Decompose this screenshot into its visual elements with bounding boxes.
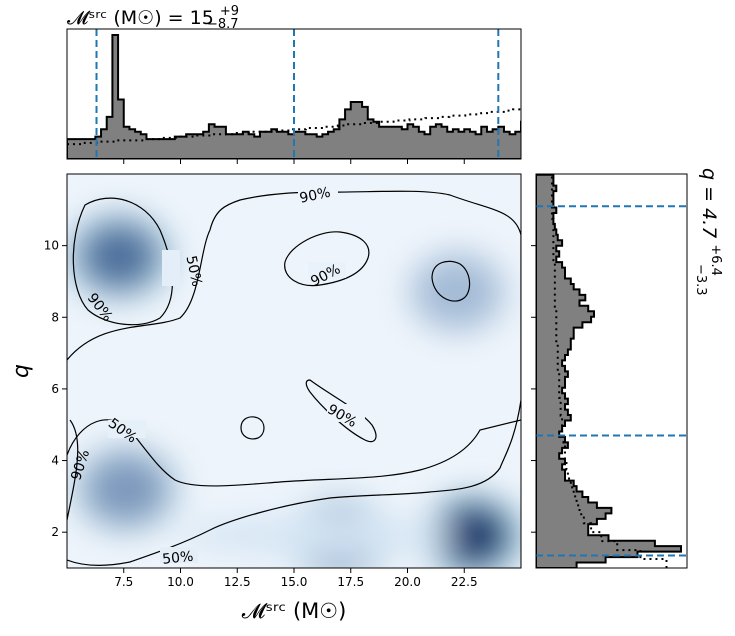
joint-panel-ticks: 7.5 10.0 12.5 15.0 17.5 20.0 22.5 2 4 6 8 10 [44,239,478,589]
density-peak [435,502,511,568]
density-peak [77,220,161,292]
y-tick-label: 2 [51,525,59,539]
y-axis-label: q [9,364,34,378]
chirp-mass-prior-steps [67,108,521,146]
x-tick-label: 15.0 [281,575,308,589]
contour-50-small-circle [240,416,265,440]
density-band [176,515,457,556]
x-tick-label: 20.0 [394,575,421,589]
contour-50-right-small [431,260,471,302]
chirp-mass-summary-label: 𝓜ˢʳᶜ (M☉) = 15 [67,7,214,29]
mass-ratio-lower-error: −3.3 [693,264,708,296]
y-tick-label: 8 [51,310,59,324]
y-tick-label: 4 [51,454,59,468]
mass-ratio-summary-label: q = 4.7 [698,168,720,238]
contour-label-50-bottom: 50% [161,549,194,568]
x-tick-label: 17.5 [337,575,364,589]
density-heatmap [67,210,521,568]
x-tick-label: 7.5 [114,575,133,589]
density-peak [411,253,504,331]
chirp-mass-lower-error: −8.7 [207,17,239,32]
contour-90-center [284,231,370,287]
contour-label-90-top: 90% [298,185,332,207]
chirp-mass-histogram-panel: 𝓜ˢʳᶜ (M☉) = 15 +9 −8.7 [66,4,522,164]
mass-ratio-posterior-histogram [536,174,682,568]
chirp-mass-posterior-steps [67,34,521,159]
y-tick-label: 10 [44,239,59,253]
mass-ratio-summary-title: q = 4.7 +6.4 [698,168,723,276]
chirp-mass-upper-error: +9 [220,4,239,19]
chirp-mass-panel-ticks [123,159,465,164]
mass-ratio-quantile-lines [536,205,687,557]
mass-ratio-posterior-steps [536,174,682,568]
contour-90-outer [67,190,521,566]
contour-90-lower-left [67,419,79,521]
x-tick-label: 10.0 [167,575,194,589]
y-tick-label: 6 [51,382,59,396]
mass-ratio-upper-error: +6.4 [708,244,723,276]
joint-posterior-panel: 90% 90% 50% 90% 90% 50% 90% 50% 7.5 10.0 1… [9,173,522,623]
x-tick-label: 22.5 [451,575,478,589]
contour-labels: 90% 90% 50% 90% 90% 50% 90% 50% [68,185,365,568]
x-tick-label: 12.5 [224,575,251,589]
contour-label-50-left: 50% [182,254,204,288]
chirp-mass-posterior-histogram [67,34,521,159]
mass-ratio-panel-ticks [531,245,536,533]
chirp-mass-prior-histogram [67,108,521,146]
chirp-mass-summary-title: 𝓜ˢʳᶜ (M☉) = 15 +9 [67,4,239,29]
mass-ratio-histogram-panel: q = 4.7 +6.4 −3.3 [531,168,723,569]
x-axis-label: 𝓜ˢʳᶜ (M☉) [242,599,347,623]
mass-ratio-panel-frame [535,173,688,569]
contour-50-upper-left [72,197,173,326]
density-peak [81,451,171,527]
